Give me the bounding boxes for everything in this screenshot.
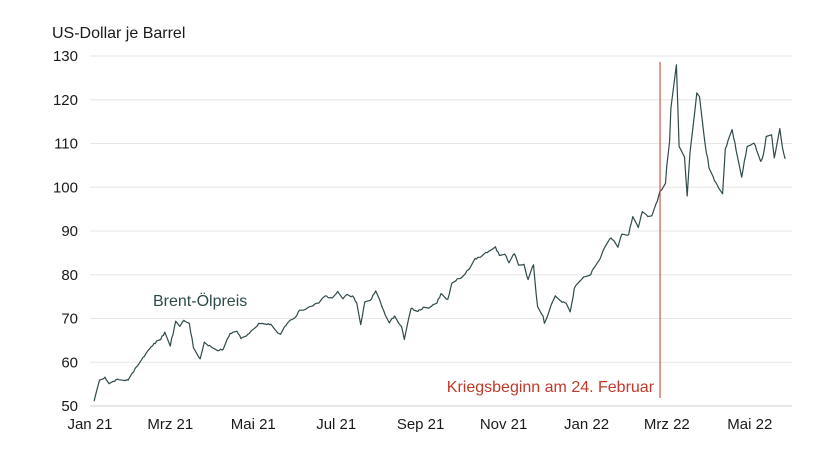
series-group <box>93 64 786 402</box>
war-start-label: Kriegsbeginn am 24. Februar <box>447 379 655 396</box>
y-tick-label: 60 <box>61 354 78 371</box>
series-line-brent <box>93 64 786 402</box>
y-tick-label: 120 <box>53 92 78 109</box>
x-tick-label: Jul 21 <box>316 416 356 433</box>
y-tick-label: 100 <box>53 179 78 196</box>
y-tick-label: 50 <box>61 398 78 415</box>
y-tick-label: 80 <box>61 267 78 284</box>
y-tick-labels: 50 60 70 80 90 100 110 120 130 <box>53 48 78 415</box>
x-tick-label: Mai 22 <box>727 416 772 433</box>
x-tick-label: Mai 21 <box>231 416 276 433</box>
x-tick-label: Nov 21 <box>480 416 528 433</box>
x-tick-label: Jan 22 <box>564 416 609 433</box>
y-tick-label: 70 <box>61 311 78 328</box>
y-tick-label: 110 <box>54 136 78 153</box>
x-tick-label: Jan 21 <box>67 416 112 433</box>
x-tick-labels: Jan 21 Mrz 21 Mai 21 Jul 21 Sep 21 Nov 21 Jan … <box>67 416 772 433</box>
y-tick-label: 90 <box>61 223 78 240</box>
x-tick-label: Mrz 22 <box>644 416 690 433</box>
annotations: Kriegsbeginn am 24. Februar Brent-Ölpreis <box>153 62 661 398</box>
x-tick-label: Sep 21 <box>397 416 445 433</box>
x-tick-label: Mrz 21 <box>147 416 193 433</box>
series-label-brent: Brent-Ölpreis <box>153 292 247 310</box>
y-axis-title: US-Dollar je Barrel <box>52 25 185 42</box>
y-tick-label: 130 <box>53 48 78 65</box>
grid-lines <box>90 55 792 407</box>
